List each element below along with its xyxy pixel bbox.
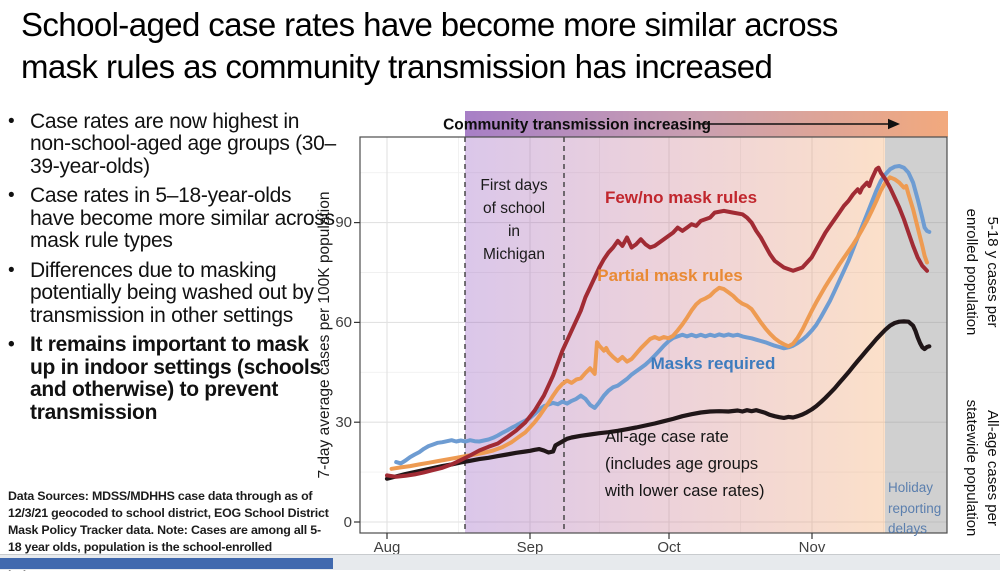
svg-text:statewide population: statewide population [963, 400, 980, 537]
y-tick-90: 90 [335, 214, 352, 231]
series-line-partial-mask [389, 175, 929, 471]
annotation-holiday-delays: Holiday reporting delays [888, 480, 941, 536]
bullet-text: It remains important to mask up in indoo… [30, 333, 321, 424]
series-line-masks-required [394, 164, 932, 466]
series-line-all-age [384, 319, 932, 481]
annotation-masks-required: Masks required [651, 354, 776, 373]
svg-text:First days: First days [480, 177, 547, 194]
y-tick-60: 60 [335, 314, 352, 331]
annotation-few-no-mask: Few/no mask rules [605, 188, 757, 207]
x-tick-nov: Nov [799, 539, 826, 556]
svg-text:of school: of school [483, 200, 545, 217]
bullet-text: Case rates in 5–18-year-olds have become… [30, 184, 335, 253]
y-tick-30: 30 [335, 414, 352, 431]
svg-text:delays: delays [888, 521, 927, 536]
svg-text:All-age cases per: All-age cases per [984, 410, 1000, 526]
svg-text:All-age case rate: All-age case rate [605, 428, 729, 446]
svg-text:Michigan: Michigan [483, 246, 545, 263]
bullet-marker: • [8, 259, 15, 281]
plot-panel-border [359, 136, 948, 534]
annotation-all-age: All-age case rate (includes age groups w… [604, 428, 765, 500]
right-axis-label-statewide: All-age cases per statewide population [963, 400, 1000, 537]
axis-ticks [354, 222, 813, 539]
bullet-marker: • [8, 185, 15, 207]
bullet-text: Case rates are now highest in non-school… [30, 110, 336, 178]
slide-title: School-aged case rates have become more … [21, 4, 983, 87]
bullet-text: Differences due to masking potentially b… [30, 258, 314, 327]
bottom-blue-bar [0, 558, 333, 569]
bullet-item: • Case rates are now highest in non-scho… [8, 110, 336, 178]
bullet-marker: • [8, 334, 15, 356]
svg-text:enrolled population: enrolled population [963, 209, 980, 336]
annotation-partial-mask: Partial mask rules [597, 266, 743, 285]
bullet-item: • It remains important to mask up in ind… [8, 333, 336, 424]
y-tick-0: 0 [344, 514, 352, 531]
slide-title-line1: School-aged case rates have become more … [21, 6, 838, 43]
svg-text:reporting: reporting [888, 501, 941, 516]
svg-text:Holiday: Holiday [888, 480, 933, 495]
banner-arrow-icon [700, 118, 900, 130]
series-line-few-no-mask [385, 165, 929, 479]
x-tick-oct: Oct [657, 539, 681, 556]
y-axis-label: 7-day average cases per 100K population [316, 192, 333, 479]
slide-title-line2: mask rules as community transmission has… [21, 47, 773, 85]
banner-label: Community transmission increasing [443, 117, 711, 134]
bullet-list: • Case rates are now highest in non-scho… [8, 110, 336, 431]
series-layer [384, 164, 932, 481]
bullet-item: • Differences due to masking potentially… [8, 258, 336, 327]
svg-text:5-18 y cases per: 5-18 y cases per [984, 217, 1000, 328]
bullet-marker: • [8, 111, 15, 132]
annotation-first-days: First days of school in Michigan [480, 177, 547, 263]
svg-text:in: in [508, 223, 520, 240]
right-axis-label-enrolled: 5-18 y cases per enrolled population [963, 209, 1000, 336]
x-tick-sep: Sep [517, 539, 544, 556]
svg-text:(includes age groups: (includes age groups [605, 455, 758, 473]
bullet-item: • Case rates in 5–18-year-olds have beco… [8, 184, 336, 253]
data-sources-note: Data Sources: MDSS/MDHHS case data throu… [8, 489, 329, 571]
x-tick-aug: Aug [374, 539, 401, 556]
svg-text:with lower case rates): with lower case rates) [604, 482, 765, 500]
